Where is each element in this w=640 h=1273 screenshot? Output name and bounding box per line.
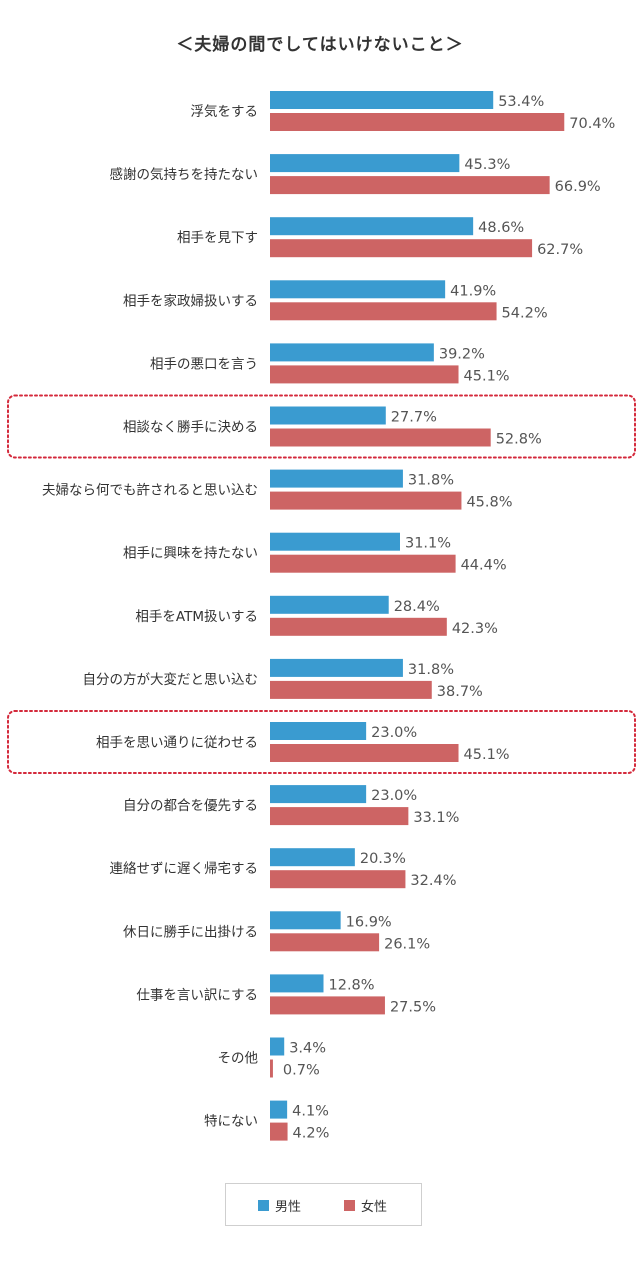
category-label: 感謝の気持ちを持たない <box>110 166 259 183</box>
category-label: 夫婦なら何でも許されると思い込む <box>42 482 258 499</box>
category-label: 相手に興味を持たない <box>123 546 258 562</box>
category-label: 自分の都合を優先する <box>123 798 258 814</box>
bar-female <box>270 680 432 699</box>
bar-male <box>270 1037 285 1056</box>
bar-male <box>270 154 460 173</box>
bar-female <box>270 1122 288 1141</box>
value-label-female: 42.3% <box>452 621 498 637</box>
bar-female <box>270 744 459 762</box>
highlight-box <box>7 710 636 774</box>
value-label-male: 4.1% <box>292 1104 329 1120</box>
bar-female <box>270 870 406 889</box>
value-label-male: 3.4% <box>289 1041 326 1057</box>
bar-female <box>270 176 550 195</box>
bar-male <box>270 280 446 299</box>
bar-female <box>270 807 409 826</box>
legend-swatch-female <box>344 1200 355 1211</box>
bar-female <box>270 617 447 636</box>
bar-male <box>270 91 494 109</box>
category-label: 休日に勝手に出掛ける <box>123 924 258 940</box>
value-label-male: 31.8% <box>408 473 454 489</box>
bar-female <box>270 491 462 510</box>
category-label: 浮気をする <box>191 104 259 120</box>
value-label-female: 66.9% <box>555 179 601 195</box>
bar-female <box>270 302 497 321</box>
value-label-male: 23.0% <box>371 788 417 804</box>
bar-female <box>270 428 491 447</box>
value-label-male: 45.3% <box>464 157 510 173</box>
value-label-female: 4.2% <box>293 1126 330 1142</box>
category-label: その他 <box>218 1051 259 1067</box>
value-label-male: 48.6% <box>478 220 524 236</box>
value-label-female: 52.8% <box>496 432 542 448</box>
category-label: 相手をATM扱いする <box>135 609 258 625</box>
category-label: 特にない <box>204 1114 258 1130</box>
bar-female <box>270 996 385 1015</box>
category-label: 相手を家政婦扱いする <box>123 292 258 309</box>
bar-female <box>270 365 459 384</box>
bar-male <box>270 469 403 488</box>
bar-male <box>270 343 434 362</box>
bar-female <box>270 1059 273 1078</box>
bar-male <box>270 1100 288 1119</box>
bar-female <box>270 239 533 258</box>
value-label-female: 38.7% <box>437 684 483 700</box>
value-label-female: 70.4% <box>569 116 615 132</box>
value-label-male: 27.7% <box>391 410 437 426</box>
value-label-female: 45.8% <box>466 495 512 511</box>
bar-male <box>270 658 403 677</box>
bar-female <box>270 554 456 573</box>
category-label: 相談なく勝手に決める <box>123 420 258 436</box>
value-label-male: 20.3% <box>360 851 406 867</box>
legend-swatch-male <box>258 1200 269 1211</box>
category-label: 相手を見下す <box>177 230 258 246</box>
bar-female <box>270 933 380 952</box>
legend: 男性 女性 <box>225 1183 422 1226</box>
category-label: 自分の方が大変だと思い込む <box>83 671 259 688</box>
value-label-female: 44.4% <box>461 558 507 574</box>
category-label: 相手の悪口を言う <box>150 356 258 372</box>
value-label-male: 31.1% <box>405 536 451 552</box>
bar-male <box>270 406 386 425</box>
chart-title: ＜夫婦の間でしてはいけないこと＞ <box>176 35 464 55</box>
legend-label-male: 男性 <box>275 1200 302 1215</box>
bar-male <box>270 911 341 930</box>
value-label-male: 23.0% <box>371 725 417 741</box>
value-label-female: 27.5% <box>390 999 436 1015</box>
category-label: 仕事を言い訳にする <box>136 987 258 1003</box>
value-label-male: 28.4% <box>394 599 440 615</box>
bar-male <box>270 532 400 551</box>
bar-male <box>270 785 367 804</box>
value-label-male: 41.9% <box>450 283 496 299</box>
bar-female <box>270 113 565 131</box>
value-label-female: 54.2% <box>502 305 548 321</box>
value-label-female: 26.1% <box>384 936 430 952</box>
category-label: 連絡せずに遅く帰宅する <box>110 860 259 877</box>
bar-male <box>270 722 367 740</box>
bar-male <box>270 974 324 993</box>
value-label-male: 12.8% <box>329 977 375 993</box>
value-label-female: 0.7% <box>283 1063 320 1079</box>
value-label-female: 33.1% <box>413 810 459 826</box>
value-label-male: 53.4% <box>498 94 544 110</box>
category-label: 相手を思い通りに従わせる <box>96 735 258 751</box>
bar-male <box>270 217 474 236</box>
value-label-female: 32.4% <box>410 873 456 889</box>
value-label-female: 45.1% <box>464 368 510 384</box>
bar-male <box>270 595 389 614</box>
value-label-female: 45.1% <box>464 747 510 763</box>
value-label-female: 62.7% <box>537 242 583 258</box>
highlight-box <box>7 394 636 459</box>
value-label-male: 31.8% <box>408 662 454 678</box>
value-label-male: 39.2% <box>439 346 485 362</box>
legend-label-female: 女性 <box>361 1200 388 1215</box>
value-label-male: 16.9% <box>346 914 392 930</box>
bar-male <box>270 848 355 867</box>
